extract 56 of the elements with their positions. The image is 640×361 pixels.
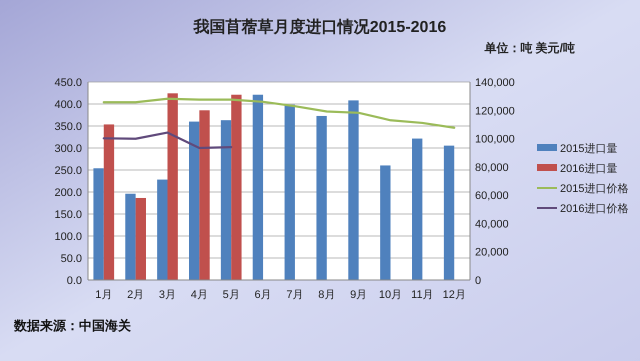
x-tick-label: 5月 — [222, 289, 240, 301]
y-tick-label: 150.0 — [54, 209, 82, 221]
y-tick-label: 450.0 — [54, 77, 82, 89]
y2-tick-label: 40,000 — [475, 218, 509, 230]
bar — [284, 104, 295, 280]
y-tick-label: 200.0 — [54, 187, 82, 199]
y-tick-label: 350.0 — [54, 121, 82, 133]
y-tick-label: 100.0 — [54, 231, 82, 243]
y2-tick-label: 60,000 — [475, 190, 509, 202]
legend-label: 2016进口价格 — [560, 202, 628, 215]
y2-tick-label: 140,000 — [475, 77, 515, 89]
bar — [136, 198, 146, 280]
bar — [220, 120, 232, 280]
bar — [167, 93, 178, 280]
x-tick-label: 1月 — [95, 289, 112, 301]
y2-tick-label: 120,000 — [475, 105, 515, 118]
bar — [199, 110, 210, 280]
bar — [316, 116, 327, 280]
bar — [125, 194, 136, 280]
x-tick-label: 8月 — [318, 289, 336, 301]
source-note: 数据来源：中国海关 — [13, 318, 132, 333]
chart-title: 我国苜蓿草月度进口情况2015-2016 — [192, 17, 446, 36]
x-tick-label: 4月 — [190, 289, 208, 301]
legend-label: 2015进口量 — [560, 142, 618, 155]
y2-tick-label: 0 — [475, 275, 482, 287]
x-tick-label: 7月 — [286, 289, 304, 301]
y-tick-label: 250.0 — [54, 165, 82, 177]
bar — [252, 94, 264, 280]
legend-label: 2016进口量 — [560, 162, 618, 175]
text: 单位：吨 美元/吨 — [483, 41, 575, 55]
y-tick-label: 0.0 — [66, 275, 82, 287]
bar — [444, 146, 454, 280]
y2-tick-label: 100,000 — [475, 134, 515, 146]
bar — [380, 165, 391, 280]
x-tick-label: 2月 — [127, 289, 144, 301]
bar — [157, 180, 168, 280]
x-tick-label: 10月 — [378, 289, 402, 301]
bar — [231, 94, 242, 280]
bar — [348, 100, 359, 280]
bar — [93, 168, 104, 280]
x-tick-label: 9月 — [350, 289, 368, 301]
line-series — [102, 98, 456, 129]
x-tick-label: 6月 — [254, 289, 272, 301]
x-tick-label: 3月 — [158, 289, 176, 301]
y-tick-label: 300.0 — [54, 143, 82, 155]
x-tick-label: 12月 — [442, 289, 466, 301]
bar — [104, 124, 114, 280]
bar — [188, 122, 200, 280]
y2-tick-label: 20,000 — [475, 246, 509, 259]
y2-tick-label: 80,000 — [475, 162, 509, 174]
legend-label: 2015进口价格 — [560, 182, 628, 195]
y-tick-label: 400.0 — [54, 99, 82, 111]
y-tick-label: 50.0 — [60, 253, 82, 265]
line-series — [102, 132, 232, 150]
bar — [412, 138, 422, 280]
x-tick-label: 11月 — [411, 289, 434, 301]
